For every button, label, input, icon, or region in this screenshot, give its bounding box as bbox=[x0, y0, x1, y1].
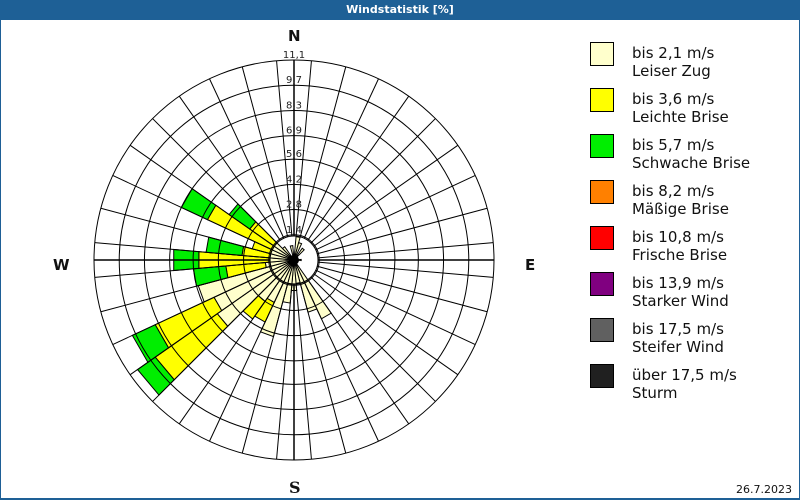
grid-spoke bbox=[276, 283, 293, 460]
ring-label: 11,1 bbox=[283, 50, 305, 61]
grid-spoke bbox=[100, 207, 271, 255]
grid-spoke bbox=[94, 242, 271, 259]
legend-swatch bbox=[590, 318, 614, 342]
legend-swatch bbox=[590, 134, 614, 158]
ring-label: 8,3 bbox=[286, 100, 302, 111]
grid-spoke bbox=[178, 95, 281, 241]
ring-label: 9,7 bbox=[286, 75, 302, 86]
grid-spoke bbox=[317, 207, 488, 255]
ring-label: 6,9 bbox=[286, 126, 302, 137]
ring-label: 4,2 bbox=[286, 174, 302, 185]
grid-spoke bbox=[315, 175, 476, 251]
legend-name-label: Schwache Brise bbox=[632, 154, 751, 172]
grid-spoke bbox=[310, 118, 436, 244]
compass-east-label: E bbox=[525, 256, 536, 274]
legend-name-label: Frische Brise bbox=[632, 246, 728, 264]
legend-speed-label: bis 10,8 m/s bbox=[632, 228, 724, 246]
grid-spoke bbox=[209, 281, 285, 442]
ring-label: 1,4 bbox=[286, 225, 302, 236]
grid-spoke bbox=[303, 281, 379, 442]
grid-spoke bbox=[178, 279, 281, 425]
ring-label: 2,8 bbox=[286, 200, 302, 211]
grid-spoke bbox=[307, 279, 410, 425]
grid-spoke bbox=[209, 78, 285, 239]
bottom-border bbox=[0, 498, 800, 500]
grid-spoke bbox=[313, 273, 459, 376]
grid-spoke bbox=[129, 273, 275, 376]
grid-spoke bbox=[295, 283, 312, 460]
center-point bbox=[289, 255, 299, 265]
legend-name-label: Sturm bbox=[632, 384, 678, 402]
chart-title: Windstatistik [%] bbox=[0, 0, 800, 20]
compass-south-label: S bbox=[289, 478, 301, 497]
grid-spoke bbox=[94, 261, 271, 278]
grid-spoke bbox=[100, 265, 271, 313]
legend-speed-label: bis 3,6 m/s bbox=[632, 90, 715, 108]
grid-spoke bbox=[303, 78, 379, 239]
legend-name-label: Mäßige Brise bbox=[632, 200, 729, 218]
legend-speed-label: bis 17,5 m/s bbox=[632, 320, 724, 338]
legend-speed-label: bis 2,1 m/s bbox=[632, 44, 715, 62]
grid-spoke bbox=[112, 269, 273, 345]
legend-name-label: Starker Wind bbox=[632, 292, 729, 310]
date-label: 26.7.2023 bbox=[736, 483, 792, 496]
legend-swatch bbox=[590, 226, 614, 250]
grid-spoke bbox=[299, 283, 347, 454]
ring-label: 5,6 bbox=[286, 149, 302, 160]
grid-spoke bbox=[317, 242, 494, 259]
grid-spoke bbox=[112, 175, 273, 251]
legend-name-label: Leiser Zug bbox=[632, 62, 711, 80]
grid-spoke bbox=[317, 265, 488, 313]
legend-swatch bbox=[590, 364, 614, 388]
legend-swatch bbox=[590, 180, 614, 204]
grid-spoke bbox=[295, 60, 312, 237]
grid-spoke bbox=[276, 60, 293, 237]
legend-name-label: Leichte Brise bbox=[632, 108, 729, 126]
legend-speed-label: über 17,5 m/s bbox=[632, 366, 737, 384]
legend-speed-label: bis 13,9 m/s bbox=[632, 274, 724, 292]
grid-spoke bbox=[317, 261, 494, 278]
legend-swatch bbox=[590, 88, 614, 112]
grid-spoke bbox=[152, 118, 278, 244]
grid-spoke bbox=[315, 269, 476, 345]
legend-name-label: Steifer Wind bbox=[632, 338, 724, 356]
grid-spoke bbox=[129, 144, 275, 247]
legend-speed-label: bis 5,7 m/s bbox=[632, 136, 715, 154]
compass-north-label: N bbox=[288, 27, 301, 45]
grid-spoke bbox=[299, 66, 347, 237]
grid-spoke bbox=[241, 283, 289, 454]
compass-west-label: W bbox=[53, 256, 70, 274]
grid-spoke bbox=[152, 276, 278, 402]
legend-swatch bbox=[590, 272, 614, 296]
legend-speed-label: bis 8,2 m/s bbox=[632, 182, 715, 200]
grid-spoke bbox=[241, 66, 289, 237]
grid-spoke bbox=[313, 144, 459, 247]
grid-spoke bbox=[307, 95, 410, 241]
grid-spoke bbox=[310, 276, 436, 402]
legend-swatch bbox=[590, 42, 614, 66]
